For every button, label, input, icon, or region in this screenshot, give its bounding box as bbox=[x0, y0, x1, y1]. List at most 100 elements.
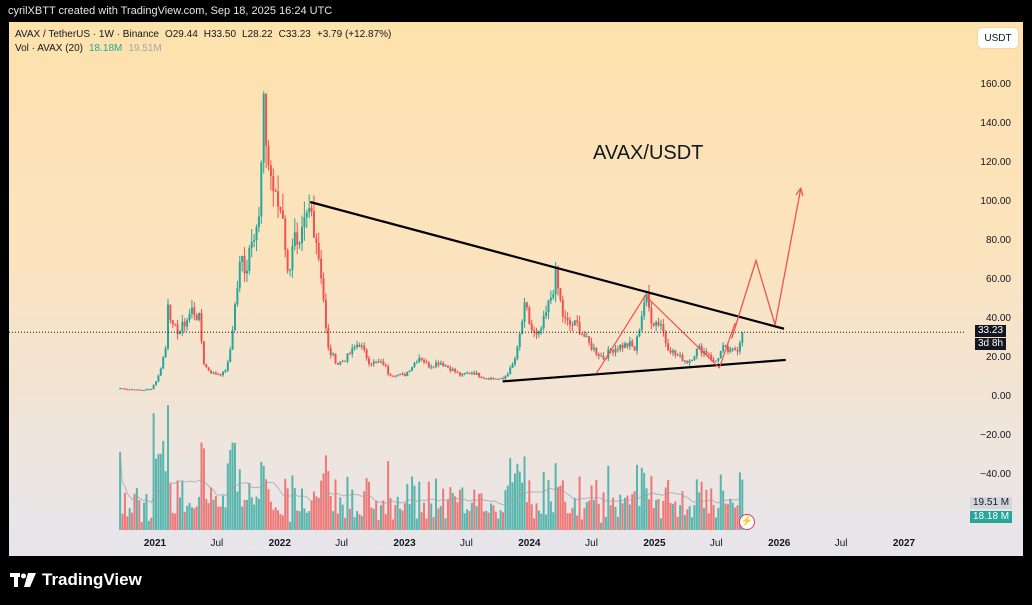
symbol-label[interactable]: AVAX / TetherUS · 1W · Binance bbox=[15, 29, 159, 40]
volume-bar bbox=[592, 500, 595, 530]
candle-body bbox=[454, 369, 457, 372]
abcd-pattern-line bbox=[595, 294, 736, 374]
candle-body bbox=[516, 346, 519, 359]
candle-body bbox=[181, 321, 184, 332]
volume-bar bbox=[674, 501, 677, 530]
candle-body bbox=[293, 232, 296, 247]
x-tick-label: 2025 bbox=[643, 538, 666, 549]
price-chart[interactable] bbox=[9, 22, 1023, 556]
volume-bar bbox=[736, 505, 739, 530]
volume-bar bbox=[569, 513, 572, 530]
candle-body bbox=[691, 359, 694, 361]
candle-body bbox=[238, 261, 241, 288]
volume-bar bbox=[545, 514, 548, 530]
volume-bar bbox=[731, 502, 734, 530]
candle-body bbox=[638, 330, 641, 337]
projection-arrowhead bbox=[795, 186, 804, 197]
candle-body bbox=[435, 362, 438, 367]
volume-bar bbox=[190, 507, 193, 530]
candle-body bbox=[260, 162, 263, 217]
volume-bar bbox=[415, 518, 418, 530]
candle-body bbox=[444, 365, 447, 367]
volume-bar bbox=[248, 482, 251, 530]
volume-bar bbox=[382, 500, 385, 530]
tradingview-logo[interactable]: TradingView bbox=[10, 570, 142, 590]
candle-body bbox=[619, 344, 622, 350]
volume-bar bbox=[212, 499, 215, 530]
x-tick-label: Jul bbox=[460, 538, 473, 549]
y-tick-label: 0.00 bbox=[991, 391, 1011, 402]
candle-body bbox=[506, 374, 509, 377]
candle-body bbox=[628, 341, 631, 347]
candle-body bbox=[688, 360, 691, 363]
volume-bar bbox=[372, 508, 375, 530]
candle-body bbox=[726, 346, 729, 352]
candle-body bbox=[590, 342, 593, 350]
lower-trendline bbox=[502, 358, 786, 383]
candle-body bbox=[664, 332, 667, 344]
candle-body bbox=[518, 333, 521, 347]
y-tick-label: 20.00 bbox=[985, 352, 1011, 363]
candle-body bbox=[193, 307, 196, 316]
x-tick-label: 2027 bbox=[892, 538, 916, 549]
volume-bar bbox=[425, 518, 428, 530]
flash-event-icon[interactable]: ⚡ bbox=[739, 514, 755, 530]
volume-bar bbox=[497, 518, 500, 530]
volume-bar bbox=[389, 498, 392, 530]
candle-body bbox=[344, 360, 347, 362]
volume-bar bbox=[667, 479, 670, 530]
volume-bar bbox=[659, 518, 662, 530]
volume-bar bbox=[628, 504, 631, 530]
candle-body bbox=[559, 288, 562, 300]
candle-body bbox=[121, 388, 124, 390]
volume-bar bbox=[217, 506, 220, 530]
volume-bar bbox=[612, 497, 615, 530]
y-tick-label: 60.00 bbox=[985, 274, 1011, 285]
candle-body bbox=[147, 389, 150, 391]
candle-body bbox=[322, 278, 325, 300]
candle-body bbox=[298, 243, 301, 245]
candle-body bbox=[162, 357, 165, 369]
volume-bar bbox=[406, 484, 409, 530]
chart-panel[interactable]: AVAX / TetherUS · 1W · Binance O29.44 H3… bbox=[9, 22, 1023, 556]
volume-label[interactable]: Vol · AVAX (20) bbox=[15, 43, 83, 54]
candle-body bbox=[384, 365, 387, 367]
volume-bar bbox=[518, 471, 521, 530]
volume-bar bbox=[554, 463, 557, 530]
volume-current-tag: 18.18 M bbox=[970, 511, 1013, 523]
candle-body bbox=[537, 330, 540, 335]
volume-bar bbox=[466, 509, 469, 530]
candle-body bbox=[401, 373, 404, 375]
candle-body bbox=[212, 372, 215, 374]
candle-body bbox=[719, 351, 722, 359]
y-tick-label: −20.00 bbox=[980, 430, 1011, 441]
volume-bar bbox=[243, 499, 246, 530]
candle-body bbox=[303, 217, 306, 228]
volume-bar bbox=[169, 483, 172, 530]
candle-body bbox=[578, 322, 581, 334]
volume-bar bbox=[195, 506, 198, 530]
volume-bar bbox=[394, 505, 397, 530]
volume-bar bbox=[576, 515, 579, 530]
candle-body bbox=[734, 348, 737, 351]
volume-bar bbox=[253, 504, 256, 530]
currency-button[interactable]: USDT bbox=[978, 28, 1018, 48]
volume-bar bbox=[430, 503, 433, 530]
volume-bar bbox=[257, 498, 260, 530]
candle-body bbox=[741, 332, 744, 343]
candle-body bbox=[415, 362, 418, 364]
volume-bar bbox=[647, 499, 650, 530]
volume-bar bbox=[286, 488, 289, 530]
volume-bar bbox=[379, 505, 382, 530]
candle-body bbox=[279, 206, 282, 211]
tradingview-logo-icon bbox=[10, 573, 36, 587]
volume-bar bbox=[600, 522, 603, 530]
chart-legend: AVAX / TetherUS · 1W · Binance O29.44 H3… bbox=[15, 28, 391, 56]
y-tick-label: 40.00 bbox=[985, 313, 1011, 324]
volume-bar bbox=[686, 509, 689, 530]
candle-body bbox=[411, 366, 414, 371]
candle-body bbox=[564, 316, 567, 318]
volume-bar bbox=[183, 511, 186, 530]
volume-bar bbox=[607, 465, 610, 530]
volume-bar bbox=[358, 514, 361, 530]
